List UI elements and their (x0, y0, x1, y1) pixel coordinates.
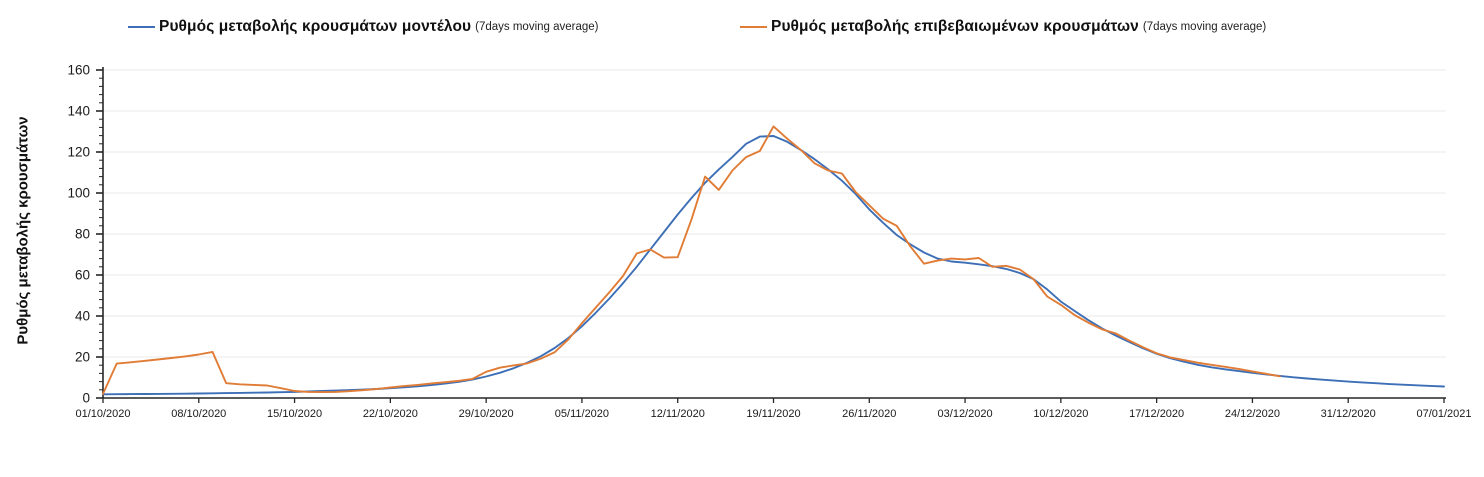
x-tick-label: 26/11/2020 (842, 408, 896, 420)
x-tick-label: 08/10/2020 (171, 408, 226, 420)
x-tick-label: 12/11/2020 (651, 408, 705, 420)
confirmed-line (102, 125, 1281, 395)
y-tick-label: 80 (75, 227, 90, 242)
legend-label-model: Ρυθμός μεταβολής κρουσμάτων μοντέλου (159, 18, 472, 35)
x-tick-label: 05/11/2020 (555, 408, 609, 420)
x-tick-label: 22/10/2020 (363, 408, 418, 420)
legend-item-model: Ρυθμός μεταβολής κρουσμάτων μοντέλου (7d… (128, 18, 599, 36)
y-tick-label: 120 (67, 145, 90, 160)
x-tick-label: 17/12/2020 (1129, 408, 1184, 420)
y-tick-label: 160 (67, 63, 90, 78)
legend-suffix-confirmed: (7days moving average) (1142, 21, 1267, 33)
y-tick-label: 60 (75, 268, 90, 283)
chart-legend: Ρυθμός μεταβολής κρουσμάτων μοντέλου (7d… (0, 16, 1484, 42)
y-tick-label: 140 (67, 104, 90, 119)
legend-line-marker-confirmed (740, 26, 767, 28)
x-tick-label: 03/12/2020 (938, 408, 993, 420)
x-tick-label: 10/12/2020 (1033, 408, 1088, 420)
x-tick-label: 24/12/2020 (1225, 408, 1280, 420)
y-tick-label: 20 (75, 350, 90, 365)
y-tick-label: 0 (82, 391, 90, 406)
y-tick-label: 100 (67, 186, 90, 201)
legend-label-confirmed: Ρυθμός μεταβολής επιβεβαιωμένων κρουσμάτ… (771, 18, 1139, 35)
x-tick-label: 29/10/2020 (459, 408, 514, 420)
x-tick-label: 15/10/2020 (267, 408, 322, 420)
x-tick-label: 07/01/2021 (1416, 408, 1471, 420)
legend-item-confirmed: Ρυθμός μεταβολής επιβεβαιωμένων κρουσμάτ… (740, 18, 1266, 36)
x-tick-label: 01/10/2020 (75, 408, 130, 420)
model-line (102, 135, 1445, 396)
x-tick-label: 19/11/2020 (746, 408, 800, 420)
legend-line-marker-model (128, 26, 155, 28)
legend-suffix-model: (7days moving average) (475, 21, 599, 33)
y-tick-label: 40 (75, 309, 90, 324)
x-tick-label: 31/12/2020 (1321, 408, 1376, 420)
